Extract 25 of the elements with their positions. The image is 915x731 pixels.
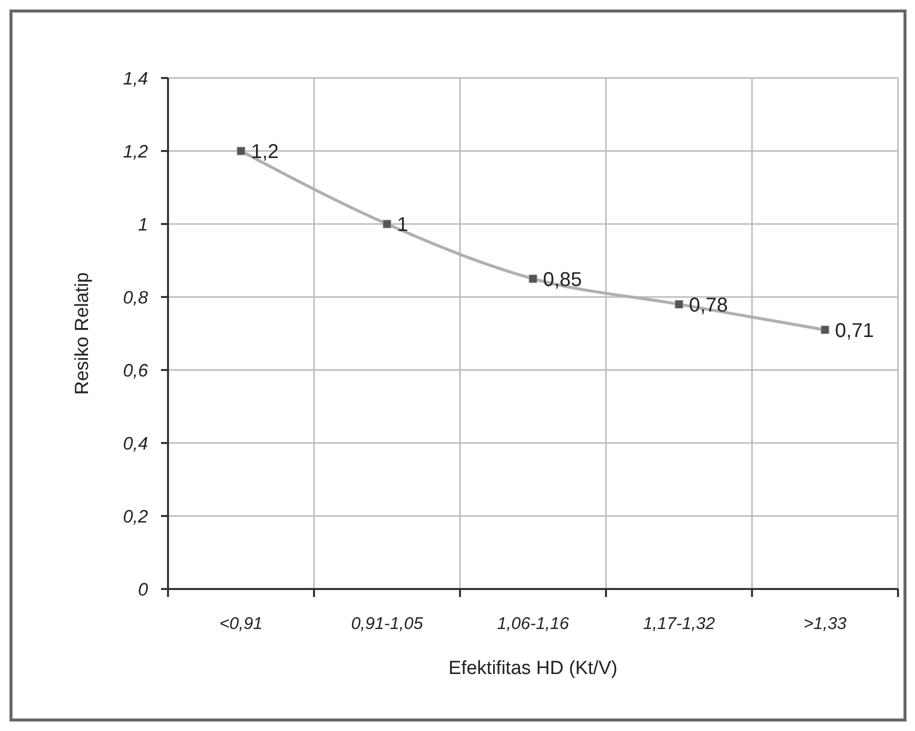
y-tick-label: 0,2 [122, 506, 148, 526]
text: 1 [397, 214, 408, 236]
point [674, 300, 684, 309]
point [236, 146, 246, 156]
y-tick-label: 1,2 [122, 141, 148, 162]
y-tick-label: 0 [138, 579, 148, 600]
x-tick-label: 0,91-1,05 [351, 614, 424, 633]
x-tick-label: >1,33 [803, 614, 848, 633]
y-tick-label: 0,8 [122, 287, 148, 308]
text: 1,2 [251, 141, 279, 163]
y-tick-label: 1 [138, 214, 148, 234]
y-tick-label: 0,4 [122, 433, 148, 454]
x-tick-label: <0,91 [219, 614, 263, 633]
x-axis-title: Efektifitas HD (Kt/V) [448, 658, 618, 679]
x-tick-label: 1,06-1,16 [497, 614, 570, 633]
text: 0,85 [543, 268, 582, 291]
point [382, 220, 392, 228]
y-tick-label: 1,4 [122, 68, 148, 88]
y-axis-title: Resiko Relatip [72, 272, 93, 395]
text: 0,78 [689, 294, 728, 316]
point [820, 326, 830, 334]
text: 0,71 [835, 320, 874, 342]
x-tick-label: 1,17-1,32 [643, 614, 716, 633]
y-tick-label: 0,6 [122, 360, 149, 380]
point [528, 274, 538, 283]
